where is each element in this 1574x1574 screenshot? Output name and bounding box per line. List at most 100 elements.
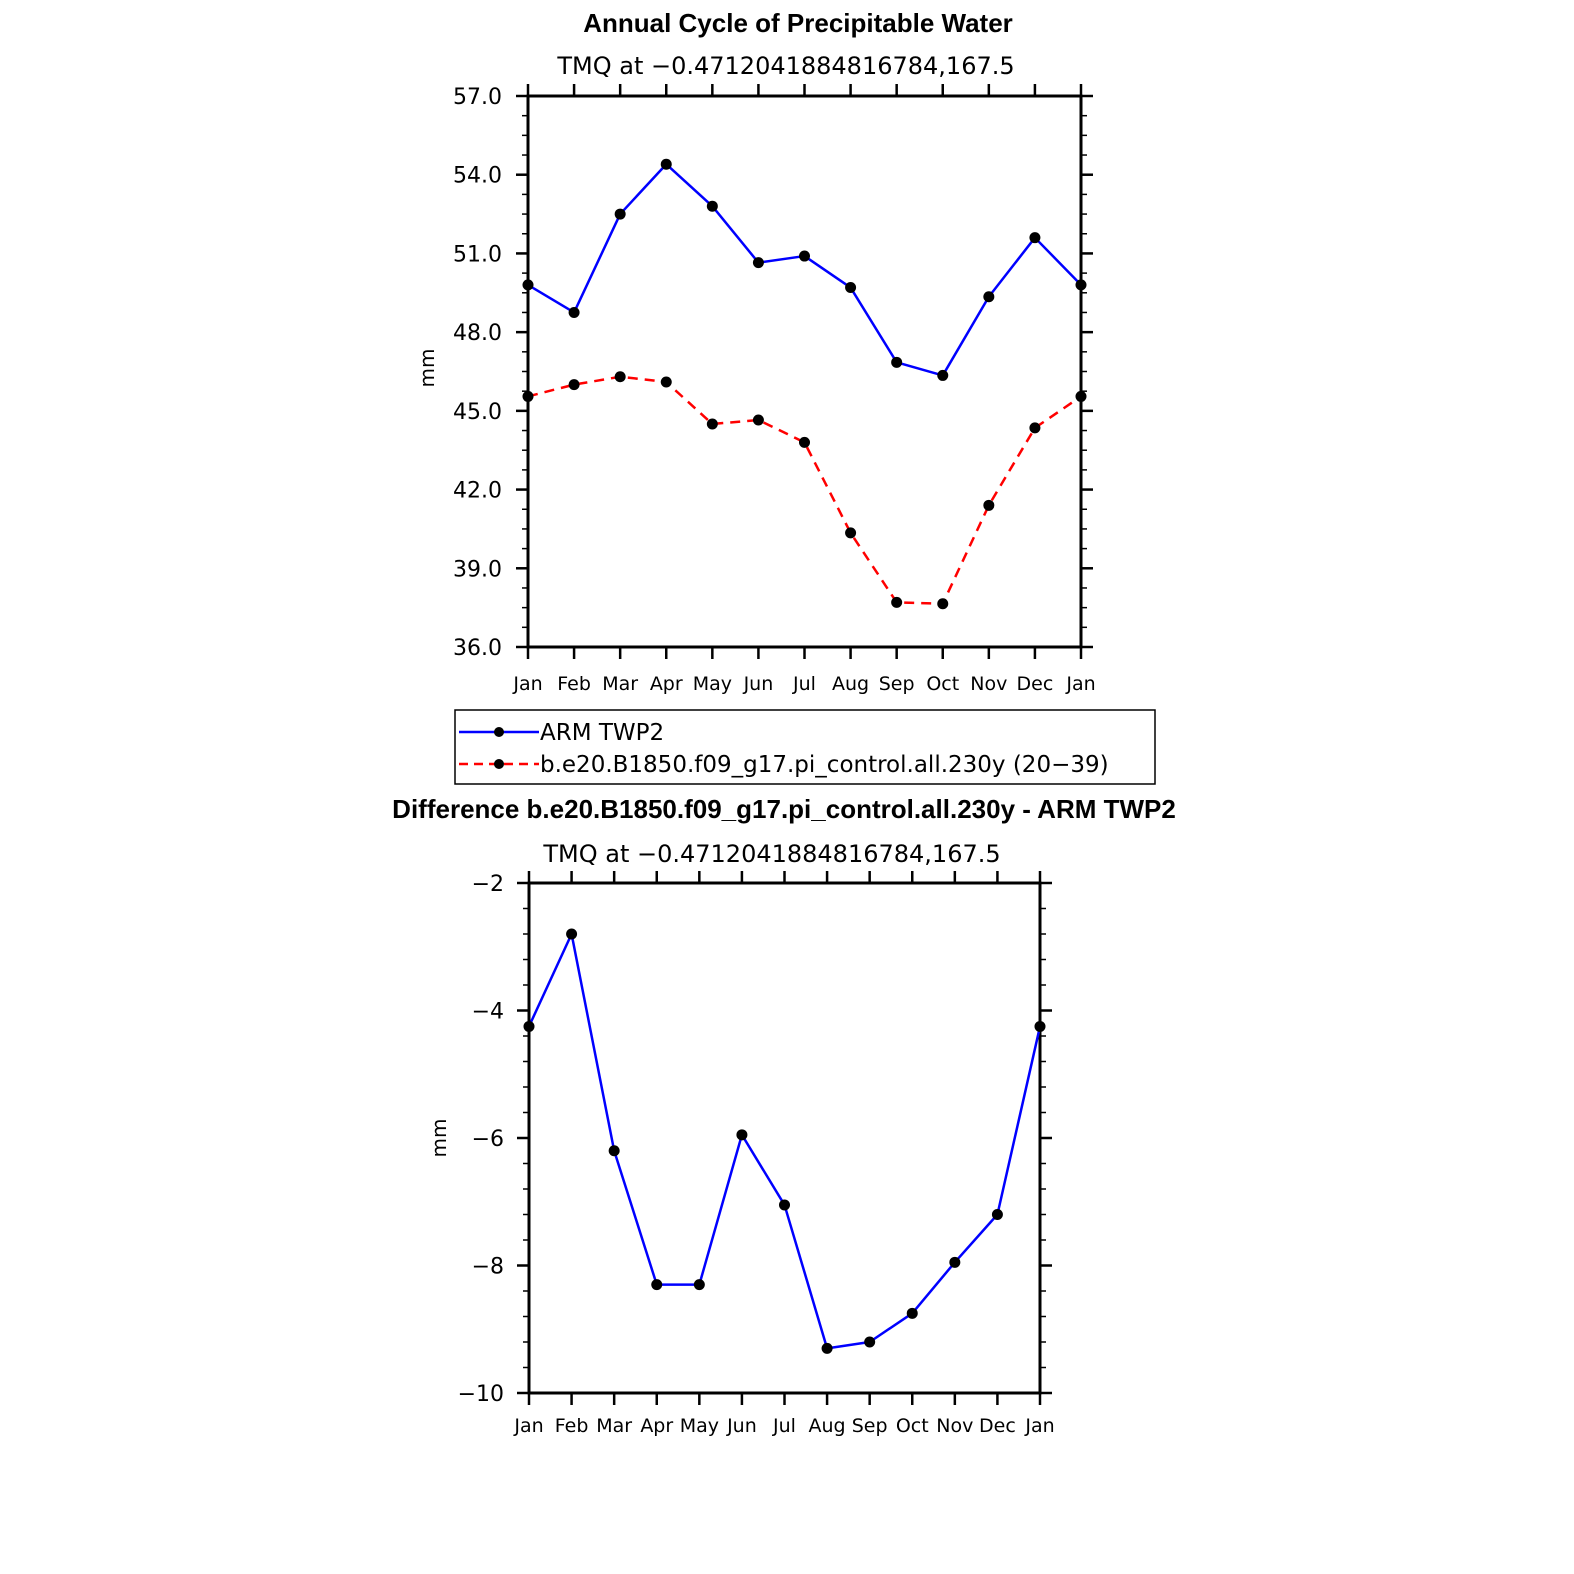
data-point bbox=[845, 527, 857, 539]
data-point bbox=[568, 379, 580, 391]
y-tick-label: 39.0 bbox=[453, 557, 502, 582]
data-point bbox=[1029, 422, 1041, 434]
x-tick-label: Jul bbox=[792, 673, 816, 695]
y-axis: −10 −8 −6 −4 −2 bbox=[458, 872, 1052, 1407]
data-point bbox=[568, 306, 580, 318]
difference-chart: Difference b.e20.B1850.f09_g17.pi_contro… bbox=[392, 794, 1176, 1437]
y-tick-label: −4 bbox=[472, 1000, 504, 1025]
data-point bbox=[991, 1209, 1003, 1220]
x-tick-label: Dec bbox=[979, 1415, 1016, 1437]
y-tick-label: 42.0 bbox=[453, 479, 502, 504]
y-axis-label: mm bbox=[415, 349, 439, 388]
x-tick-label: Jan bbox=[512, 673, 542, 695]
y-axis-label: mm bbox=[427, 1119, 451, 1158]
plot-frame bbox=[526, 94, 1083, 649]
data-point bbox=[1029, 232, 1041, 244]
data-point bbox=[937, 598, 949, 610]
x-tick-label: Aug bbox=[809, 1415, 846, 1437]
data-point bbox=[614, 208, 626, 220]
y-tick-label: 57.0 bbox=[453, 85, 502, 110]
y-axis: 36.0 39.0 42.0 45.0 48.0 51.0 54.0 57.0 bbox=[453, 85, 1093, 661]
data-point bbox=[651, 1279, 663, 1291]
series-line bbox=[527, 162, 1082, 377]
data-point bbox=[736, 1129, 748, 1141]
data-point bbox=[864, 1336, 876, 1348]
data-point bbox=[706, 418, 718, 430]
data-point bbox=[660, 376, 672, 388]
x-tick-label: Oct bbox=[896, 1415, 929, 1437]
x-tick-label: Jul bbox=[772, 1415, 796, 1437]
x-tick-label: Dec bbox=[1017, 673, 1054, 695]
y-tick-label: −6 bbox=[472, 1127, 504, 1152]
plot-frame bbox=[527, 881, 1042, 1395]
data-point bbox=[845, 282, 857, 294]
data-point bbox=[752, 257, 764, 269]
y-tick-label: 45.0 bbox=[453, 400, 502, 425]
x-tick-label: Jun bbox=[743, 673, 774, 695]
data-point bbox=[983, 291, 995, 303]
x-tick-label: Mar bbox=[596, 1415, 632, 1437]
data-point bbox=[949, 1256, 961, 1268]
data-point bbox=[523, 1020, 535, 1032]
series-line bbox=[527, 375, 1082, 605]
data-point bbox=[799, 436, 810, 448]
x-tick-label: Sep bbox=[852, 1415, 888, 1437]
series-line bbox=[527, 932, 1042, 1350]
x-tick-label: Feb bbox=[557, 673, 591, 695]
x-tick-label: Nov bbox=[970, 673, 1007, 695]
x-tick-label: Jan bbox=[513, 1415, 543, 1437]
x-axis: Jan Feb Mar Apr May Jun Jul Aug Sep Oct Nov Dec Jan bbox=[513, 871, 1055, 1437]
data-point bbox=[522, 390, 534, 402]
chart-subtitle: TMQ at −0.4712041884816784,167.5 bbox=[542, 840, 1000, 868]
data-point bbox=[752, 414, 764, 426]
data-point bbox=[799, 250, 810, 262]
chart-title: Annual Cycle of Precipitable Water bbox=[583, 8, 1013, 38]
data-point bbox=[608, 1145, 620, 1157]
data-point bbox=[891, 356, 903, 368]
x-tick-label: Nov bbox=[936, 1415, 973, 1437]
x-axis: Jan Feb Mar Apr May Jun Jul Aug Sep Oct Nov Dec Jan bbox=[512, 84, 1096, 695]
x-tick-label: Jan bbox=[1065, 673, 1095, 695]
x-tick-label: May bbox=[680, 1415, 719, 1437]
legend-marker-arm bbox=[494, 727, 504, 737]
y-tick-label: 36.0 bbox=[453, 636, 502, 661]
data-point bbox=[693, 1279, 705, 1291]
annual-cycle-chart: Annual Cycle of Precipitable Water TMQ a… bbox=[415, 8, 1156, 785]
y-tick-label: 48.0 bbox=[453, 321, 502, 346]
series-layer bbox=[522, 158, 1087, 610]
y-tick-label: −8 bbox=[472, 1255, 504, 1280]
y-tick-label: 51.0 bbox=[453, 242, 502, 267]
data-point bbox=[614, 371, 626, 383]
x-tick-label: Mar bbox=[602, 673, 638, 695]
data-point bbox=[779, 1199, 790, 1211]
x-tick-label: May bbox=[693, 673, 732, 695]
data-point bbox=[891, 596, 903, 608]
chart-subtitle: TMQ at −0.4712041884816784,167.5 bbox=[556, 52, 1014, 80]
x-tick-label: Feb bbox=[555, 1415, 589, 1437]
data-point bbox=[566, 928, 578, 940]
series-layer bbox=[523, 928, 1046, 1354]
data-point bbox=[1034, 1020, 1046, 1032]
x-tick-label: Apr bbox=[640, 1415, 673, 1437]
x-tick-label: Aug bbox=[832, 673, 869, 695]
legend-label-arm: ARM TWP2 bbox=[540, 720, 664, 746]
chart-title: Difference b.e20.B1850.f09_g17.pi_contro… bbox=[392, 794, 1176, 824]
x-tick-label: Jun bbox=[726, 1415, 757, 1437]
data-point bbox=[937, 369, 949, 381]
x-tick-label: Sep bbox=[879, 673, 915, 695]
x-tick-label: Oct bbox=[926, 673, 959, 695]
y-tick-label: −10 bbox=[458, 1382, 504, 1407]
x-tick-label: Jan bbox=[1024, 1415, 1054, 1437]
y-tick-label: 54.0 bbox=[453, 164, 502, 189]
data-point bbox=[1075, 279, 1087, 291]
data-point bbox=[522, 279, 534, 291]
data-point bbox=[660, 158, 672, 170]
data-point bbox=[906, 1307, 918, 1319]
data-point bbox=[983, 499, 995, 511]
legend-label-model: b.e20.B1850.f09_g17.pi_control.all.230y … bbox=[540, 752, 1109, 778]
legend-box bbox=[454, 709, 1156, 785]
legend: ARM TWP2 b.e20.B1850.f09_g17.pi_control.… bbox=[454, 709, 1156, 785]
y-tick-label: −2 bbox=[472, 872, 504, 897]
data-point bbox=[706, 200, 718, 212]
